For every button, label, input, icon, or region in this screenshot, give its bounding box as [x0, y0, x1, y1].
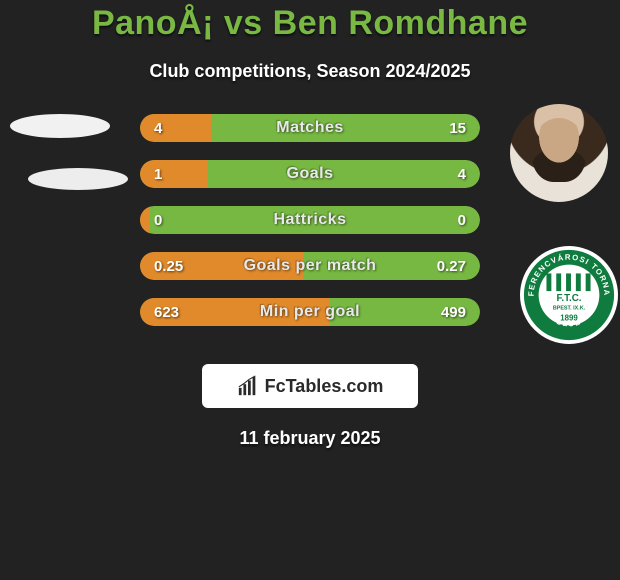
stat-row: Goals per match0.25 0.27 — [140, 252, 480, 280]
club-crest: FERENCVÁROSI TORNA CLUB F.T.C. BPEST. IX… — [520, 246, 618, 344]
stat-value-right: 0.27 — [437, 252, 466, 280]
brand-badge: FcTables.com — [202, 364, 418, 408]
player-right-avatar — [510, 104, 608, 202]
silhouette-shape — [28, 168, 128, 190]
stat-value-right: 15 — [449, 114, 466, 142]
stat-row: Matches4 15 — [140, 114, 480, 142]
stat-label: Goals per match — [140, 252, 480, 280]
page-title: PanoÅ¡ vs Ben Romdhane — [0, 4, 620, 43]
stat-value-left: 623 — [154, 298, 179, 326]
stat-label: Matches — [140, 114, 480, 142]
stat-row: Goals1 4 — [140, 160, 480, 188]
crest-center-text: F.T.C. — [556, 293, 581, 304]
stat-value-left: 4 — [154, 114, 162, 142]
stat-bars: Matches415Goals14Hattricks00Goals per ma… — [140, 114, 480, 344]
stat-value-right: 4 — [458, 160, 466, 188]
stat-label: Min per goal — [140, 298, 480, 326]
stat-value-left: 0.25 — [154, 252, 183, 280]
comparison-area: FERENCVÁROSI TORNA CLUB F.T.C. BPEST. IX… — [0, 114, 620, 354]
page-subtitle: Club competitions, Season 2024/2025 — [0, 61, 620, 82]
crest-year: 1899 — [560, 313, 578, 322]
stat-value-right: 0 — [458, 206, 466, 234]
crest-icon: FERENCVÁROSI TORNA CLUB F.T.C. BPEST. IX… — [520, 246, 618, 344]
stat-value-right: 499 — [441, 298, 466, 326]
crest-sub-text: BPEST. IX.K. — [553, 306, 586, 312]
stat-label: Hattricks — [140, 206, 480, 234]
player-left-avatar — [10, 114, 110, 214]
chart-bars-icon — [237, 375, 259, 397]
infographic-root: PanoÅ¡ vs Ben Romdhane Club competitions… — [0, 0, 620, 449]
stat-value-left: 0 — [154, 206, 162, 234]
brand-text: FcTables.com — [265, 376, 384, 397]
silhouette-shape — [10, 114, 110, 138]
stat-row: Hattricks0 0 — [140, 206, 480, 234]
stat-row: Min per goal623 499 — [140, 298, 480, 326]
stat-label: Goals — [140, 160, 480, 188]
footer-date: 11 february 2025 — [0, 428, 620, 449]
stat-value-left: 1 — [154, 160, 162, 188]
